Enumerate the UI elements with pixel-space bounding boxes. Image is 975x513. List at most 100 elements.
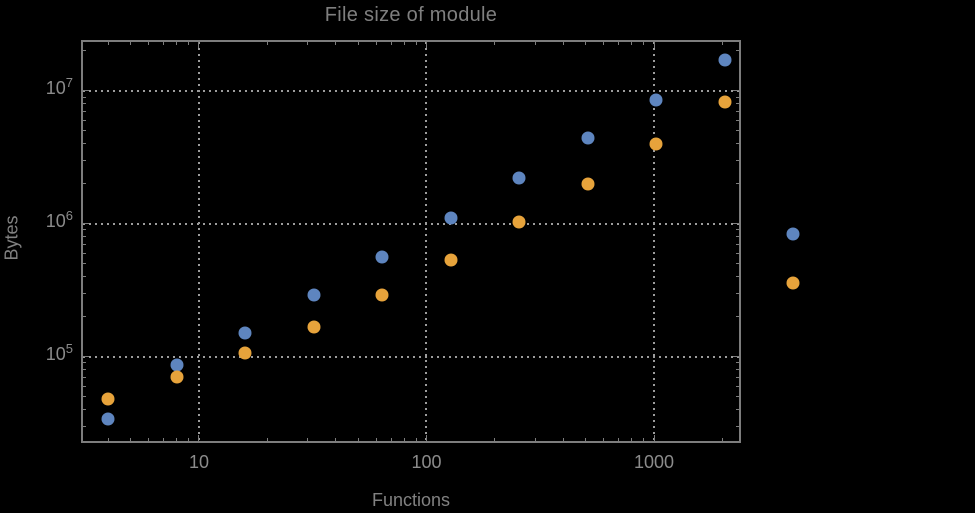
x-tick-label: 10 (188, 452, 209, 472)
v-gridline (653, 42, 655, 441)
tick-mark (736, 276, 739, 278)
tick-mark (736, 119, 739, 121)
chart-title: File size of module (324, 4, 498, 26)
tick-mark (129, 438, 131, 441)
tick-mark (375, 42, 377, 45)
tick-mark (335, 438, 337, 441)
tick-mark (107, 42, 109, 45)
tick-mark (736, 316, 739, 318)
tick-mark (163, 438, 165, 441)
tick-mark (736, 252, 739, 254)
tick-mark (198, 42, 200, 48)
tick-mark (736, 396, 739, 398)
tick-mark (83, 292, 86, 294)
h-gridline (83, 355, 739, 358)
tick-mark (375, 438, 377, 441)
tick-mark (736, 143, 739, 145)
data-point-series-1-blue (444, 211, 458, 225)
tick-mark (83, 369, 86, 371)
tick-mark (733, 356, 739, 358)
tick-mark (403, 42, 405, 45)
tick-mark (534, 42, 536, 45)
tick-mark (176, 42, 178, 45)
tick-mark (562, 438, 564, 441)
tick-mark (307, 438, 309, 441)
tick-mark (736, 376, 739, 378)
tick-mark (425, 42, 427, 48)
data-point-series-1-blue (170, 358, 184, 372)
data-point-series-1-blue (649, 93, 663, 107)
data-point-series-1-blue (581, 131, 595, 145)
tick-mark (736, 236, 739, 238)
data-point-series-1-blue (238, 326, 252, 340)
tick-mark (83, 90, 89, 92)
tick-mark (721, 438, 723, 441)
tick-mark (83, 103, 86, 105)
tick-mark (631, 42, 633, 45)
data-point-series-2-orange (512, 215, 526, 229)
tick-mark (83, 159, 86, 161)
tick-mark (83, 356, 89, 358)
tick-mark (83, 409, 86, 411)
tick-mark (83, 376, 86, 378)
tick-mark (733, 223, 739, 225)
tick-mark (390, 42, 392, 45)
tick-mark (403, 438, 405, 441)
data-point-series-2-orange (581, 177, 595, 191)
tick-mark (107, 438, 109, 441)
tick-mark (83, 425, 86, 427)
tick-mark (494, 438, 496, 441)
v-gridline (425, 42, 428, 441)
data-point-series-1-blue (101, 412, 115, 426)
tick-mark (736, 50, 739, 52)
tick-mark (736, 229, 739, 231)
tick-mark (83, 276, 86, 278)
tick-mark (425, 435, 427, 441)
tick-mark (736, 96, 739, 98)
tick-mark (585, 42, 587, 45)
tick-mark (83, 183, 86, 185)
tick-mark (148, 438, 149, 441)
data-point-series-1-blue (786, 227, 800, 241)
data-point-series-2-orange (170, 370, 184, 384)
tick-mark (83, 263, 86, 265)
tick-mark (83, 143, 86, 145)
tick-mark (643, 42, 645, 45)
tick-mark (603, 438, 605, 441)
tick-mark (736, 159, 739, 161)
data-point-series-2-orange (238, 346, 252, 360)
data-point-series-1-blue (375, 250, 389, 264)
data-point-series-1-blue (307, 288, 321, 302)
tick-mark (83, 119, 86, 121)
tick-mark (736, 425, 739, 427)
data-point-series-2-orange (444, 253, 458, 267)
tick-mark (307, 42, 309, 45)
tick-mark (643, 438, 645, 441)
x-tick-label: 1000 (633, 452, 675, 472)
tick-mark (736, 292, 739, 294)
tick-mark (585, 438, 587, 441)
plot-frame (81, 40, 741, 443)
x-tick-label: 100 (411, 452, 442, 472)
tick-mark (83, 316, 86, 318)
tick-mark (176, 438, 178, 441)
tick-mark (83, 385, 86, 387)
tick-mark (83, 111, 86, 113)
data-point-series-2-orange (718, 95, 732, 109)
tick-mark (83, 252, 86, 254)
tick-mark (618, 42, 620, 45)
y-tick-label: 105 (45, 340, 73, 364)
tick-mark (390, 438, 392, 441)
tick-mark (198, 435, 200, 441)
data-point-series-2-orange (101, 392, 115, 406)
tick-mark (83, 96, 86, 98)
tick-mark (721, 42, 723, 45)
tick-mark (357, 42, 359, 45)
tick-mark (736, 103, 739, 105)
tick-mark (736, 130, 739, 132)
data-point-series-1-blue (512, 171, 526, 185)
tick-mark (736, 183, 739, 185)
tick-mark (736, 243, 739, 245)
tick-mark (335, 42, 337, 45)
